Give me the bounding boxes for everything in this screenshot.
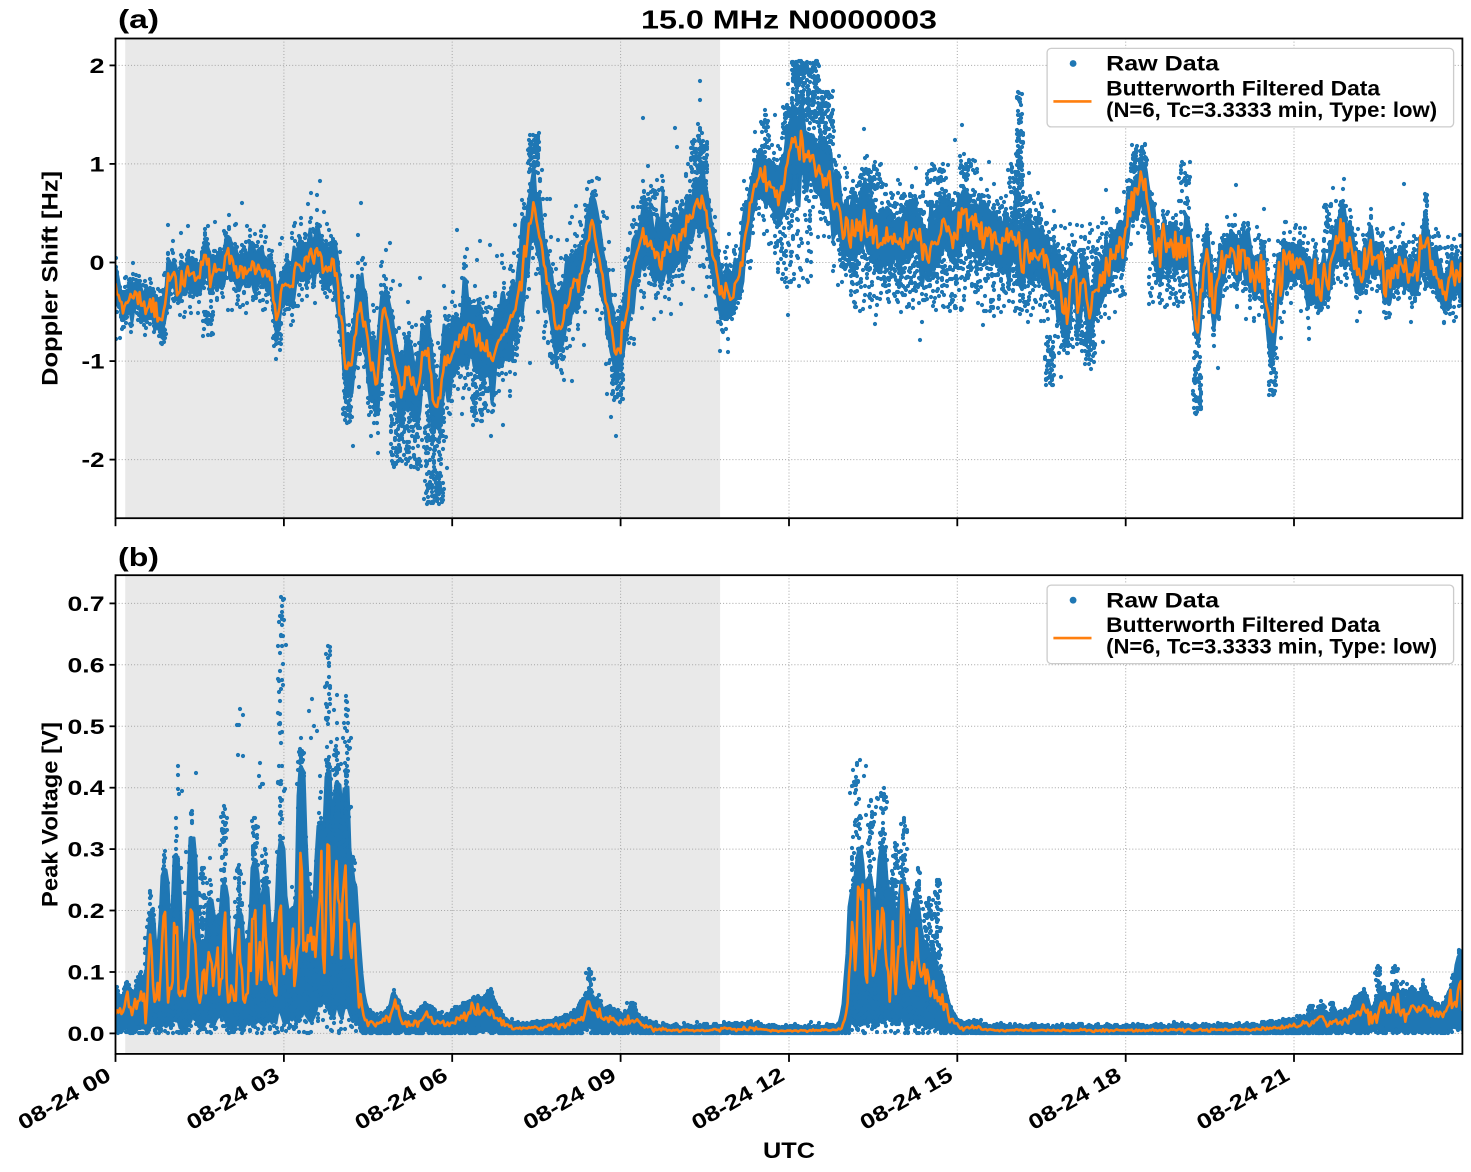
svg-text:Butterworth Filtered Data: Butterworth Filtered Data	[1106, 614, 1380, 637]
svg-text:2: 2	[90, 55, 105, 78]
svg-text:1: 1	[90, 153, 105, 176]
svg-text:0: 0	[90, 252, 105, 275]
svg-text:Raw Data: Raw Data	[1106, 53, 1219, 76]
svg-text:-2: -2	[82, 449, 105, 472]
svg-text:-1: -1	[82, 351, 105, 374]
svg-text:0.0: 0.0	[68, 1023, 105, 1046]
svg-text:0.3: 0.3	[68, 839, 105, 862]
svg-text:0.6: 0.6	[68, 654, 105, 677]
svg-text:(b): (b)	[118, 542, 159, 572]
svg-text:0.2: 0.2	[68, 900, 105, 923]
svg-text:(N=6, Tc=3.3333 min, Type: low: (N=6, Tc=3.3333 min, Type: low)	[1106, 636, 1437, 659]
svg-text:0.5: 0.5	[68, 716, 105, 739]
svg-text:Doppler Shift [Hz]: Doppler Shift [Hz]	[38, 171, 63, 386]
svg-text:15.0 MHz N0000003: 15.0 MHz N0000003	[641, 5, 937, 35]
svg-text:0.1: 0.1	[68, 962, 105, 985]
svg-text:0.4: 0.4	[68, 777, 105, 800]
svg-text:(a): (a)	[118, 4, 159, 34]
svg-text:Butterworth Filtered Data: Butterworth Filtered Data	[1106, 78, 1380, 101]
svg-text:(N=6, Tc=3.3333 min, Type: low: (N=6, Tc=3.3333 min, Type: low)	[1106, 99, 1437, 122]
svg-text:Raw Data: Raw Data	[1106, 589, 1219, 612]
svg-text:UTC: UTC	[763, 1138, 815, 1163]
svg-text:0.7: 0.7	[68, 593, 105, 616]
svg-text:Peak Voltage [V]: Peak Voltage [V]	[38, 722, 63, 907]
